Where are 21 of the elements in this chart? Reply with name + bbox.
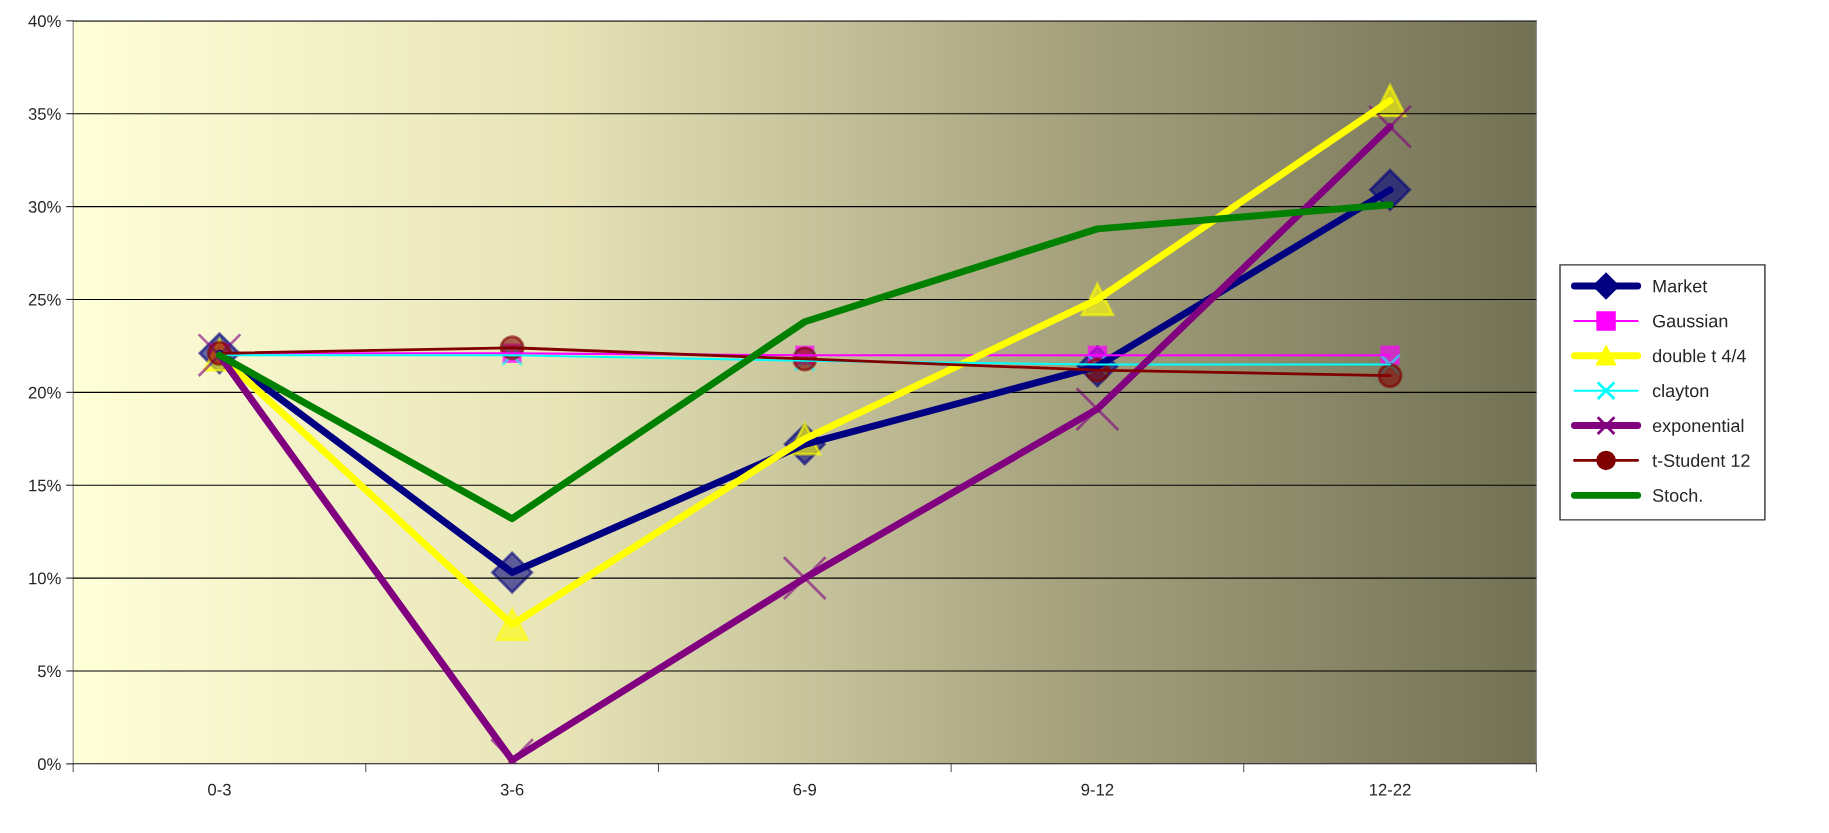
y-tick-label: 30% — [28, 200, 61, 213]
legend-label: t-Student 12 — [1652, 453, 1750, 467]
legend-label: Stoch. — [1652, 488, 1702, 502]
y-tick-label: 15% — [29, 479, 61, 492]
x-tick-label: 3-6 — [500, 783, 524, 796]
legend-label: clayton — [1652, 383, 1709, 401]
legend-label: Market — [1653, 279, 1708, 293]
legend-label: double t 4/4 — [1652, 349, 1746, 363]
y-tick-label: 5% — [37, 665, 61, 678]
x-tick-label: 9-12 — [1081, 783, 1114, 796]
x-tick-label: 6-9 — [793, 783, 817, 796]
y-tick-label: 40% — [28, 15, 61, 28]
legend-label: Gaussian — [1653, 314, 1728, 328]
y-tick-label: 35% — [28, 108, 61, 120]
legend-label: exponential — [1652, 418, 1744, 436]
x-tick-label: 12-22 — [1370, 783, 1411, 796]
y-tick-label: 10% — [29, 572, 61, 585]
x-tick-label: 0-3 — [208, 783, 231, 796]
y-tick-label: 0% — [37, 758, 61, 771]
y-tick-label: 20% — [28, 386, 61, 399]
y-tick-label: 25% — [28, 293, 61, 306]
